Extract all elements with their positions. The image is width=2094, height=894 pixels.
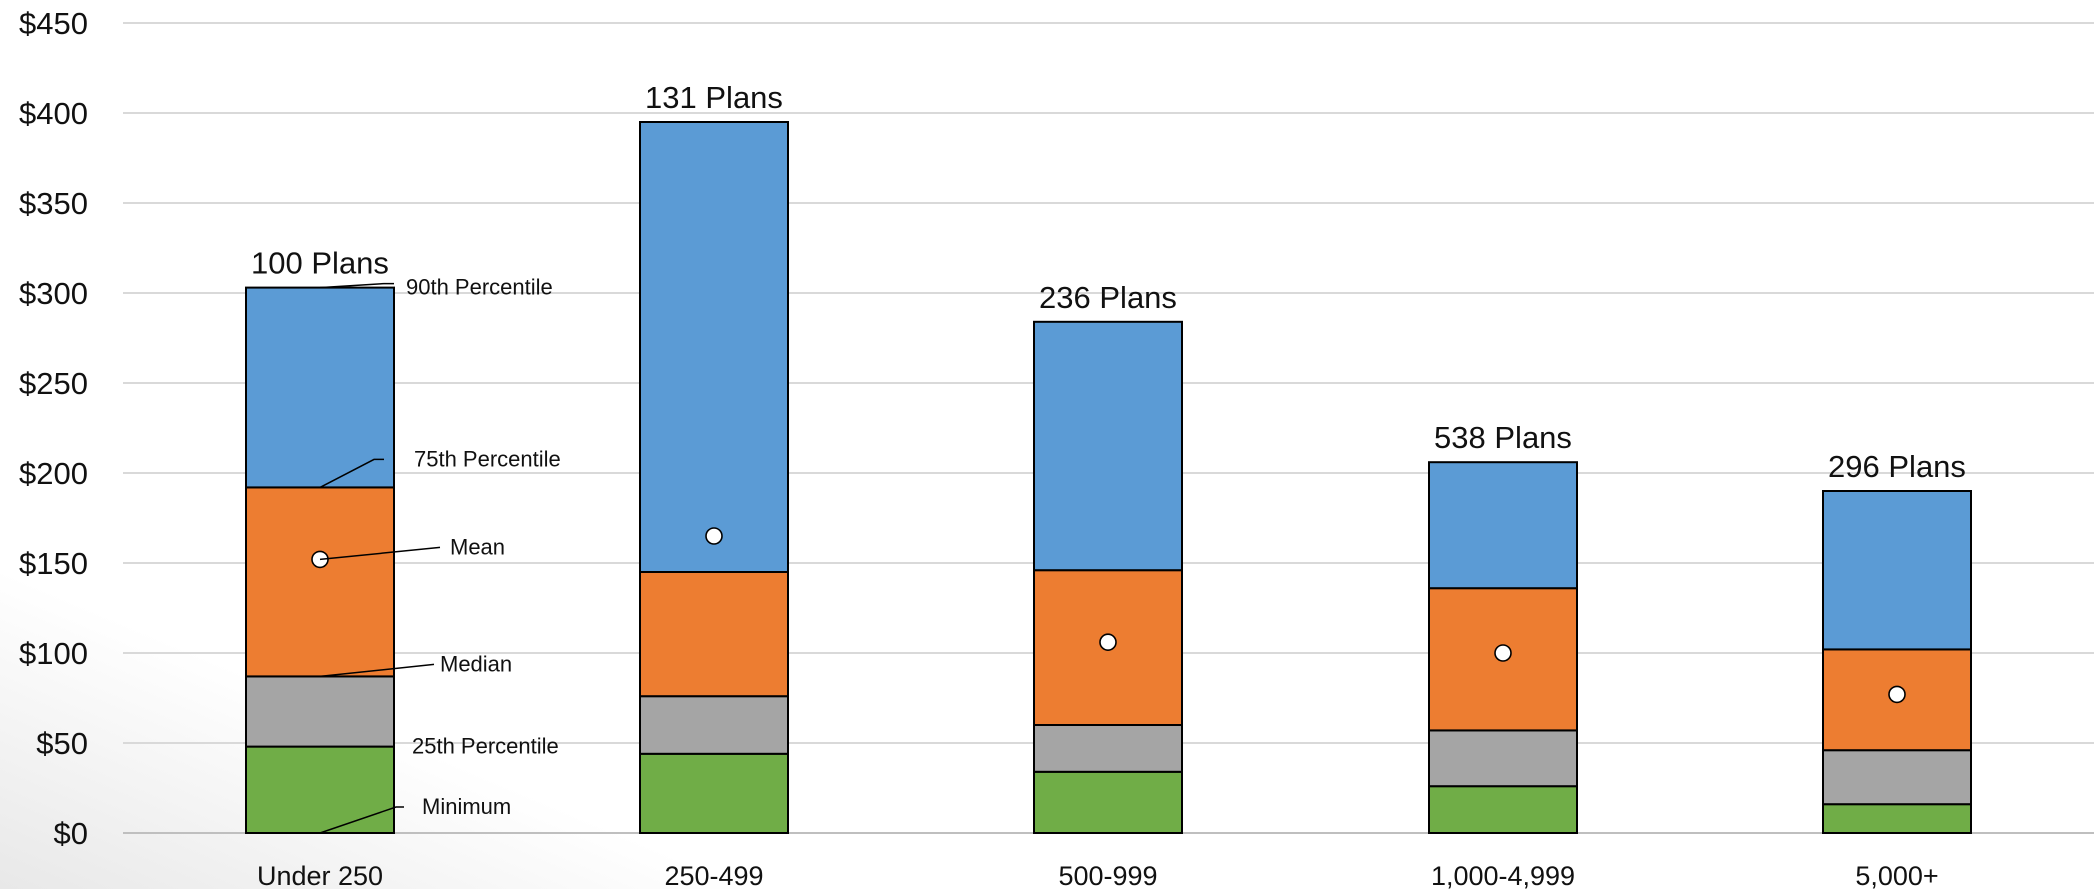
annotation-label: Median <box>440 651 512 676</box>
segment-minimum-to-25th <box>1428 785 1578 835</box>
segment-median-to-75th <box>245 486 395 678</box>
annotation-leader-line <box>319 458 384 489</box>
segment-75th-to-90th <box>245 286 395 489</box>
plan-count-label: 100 Plans <box>251 246 389 281</box>
annotation-label: 25th Percentile <box>412 734 559 759</box>
annotation-leader-line <box>319 282 394 289</box>
y-tick-label: $50 <box>36 726 88 761</box>
annotation-leader-line <box>319 806 404 834</box>
annotation-leader-line <box>319 546 441 561</box>
segment-75th-to-90th <box>639 121 789 573</box>
plan-count-label: 296 Plans <box>1828 449 1966 484</box>
y-tick-label: $300 <box>19 276 88 311</box>
y-tick-label: $100 <box>19 636 88 671</box>
y-tick-label: $350 <box>19 186 88 221</box>
mean-marker <box>1888 685 1906 704</box>
plan-count-label: 131 Plans <box>645 80 783 115</box>
bars: 100 Plans 131 Plans 236 Plans 538 Plans 296 … <box>245 80 1972 835</box>
bar-group: 538 Plans <box>1428 420 1578 835</box>
segment-minimum-to-25th <box>639 752 789 834</box>
segment-median-to-75th <box>639 571 789 698</box>
y-tick-label: $200 <box>19 456 88 491</box>
segment-25th-to-median <box>1033 724 1183 773</box>
x-category-label: 5,000+ <box>1855 861 1938 889</box>
annotation-label: Mean <box>450 534 505 559</box>
plan-count-label: 236 Plans <box>1039 280 1177 315</box>
segment-minimum-to-25th <box>1033 770 1183 834</box>
bar-group: 296 Plans <box>1822 449 1972 835</box>
segment-minimum-to-25th <box>245 745 395 834</box>
x-category-label: 1,000-4,999 <box>1431 861 1575 889</box>
y-tick-label: $450 <box>19 6 88 41</box>
bar-group: 131 Plans <box>639 80 789 834</box>
x-axis-category-labels: Under 250 250-499 500-999 1,000-4,999 5,000+ <box>257 861 1939 891</box>
segment-25th-to-median <box>1428 729 1578 788</box>
segment-75th-to-90th <box>1822 490 1972 651</box>
x-category-label: 250-499 <box>664 861 763 889</box>
mean-marker <box>705 527 723 545</box>
segment-75th-to-90th <box>1428 461 1578 590</box>
y-axis-tick-labels: $0 $50 $100 $150 $200 $250 $300 $350 $400 $450 <box>19 6 88 851</box>
annotation-label: 90th Percentile <box>406 275 553 300</box>
y-tick-label: $150 <box>19 546 88 581</box>
segment-25th-to-median <box>245 675 395 748</box>
bar-group: 236 Plans <box>1033 280 1183 834</box>
segment-25th-to-median <box>639 695 789 755</box>
y-tick-label: $250 <box>19 366 88 401</box>
y-tick-label: $400 <box>19 96 88 131</box>
annotation-label: Minimum <box>422 794 511 819</box>
mean-marker <box>1099 633 1117 652</box>
segment-25th-to-median <box>1822 749 1972 806</box>
annotation-leader-line <box>319 663 435 678</box>
annotation-label: 75th Percentile <box>414 446 561 471</box>
plan-count-label: 538 Plans <box>1434 420 1572 455</box>
segment-minimum-to-25th <box>1822 803 1972 835</box>
x-category-label: Under 250 <box>257 861 383 889</box>
annotations: 90th Percentile 75th Percentile Mean Median… <box>319 275 561 834</box>
y-tick-label: $0 <box>54 816 88 851</box>
mean-marker <box>1494 644 1512 662</box>
segment-75th-to-90th <box>1033 320 1183 572</box>
x-category-label: 500-999 <box>1058 861 1157 889</box>
bar-group: 100 Plans <box>245 246 395 834</box>
